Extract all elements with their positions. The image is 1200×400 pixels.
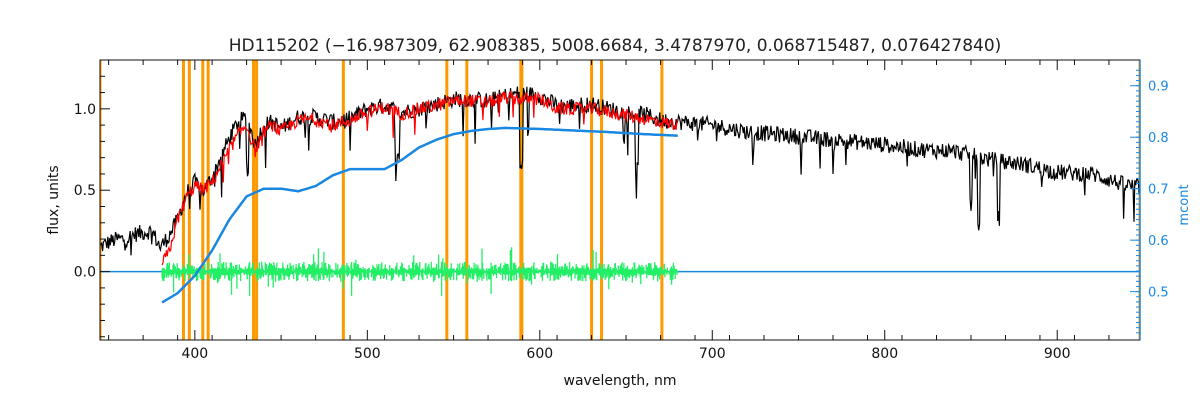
x-axis-label: wavelength, nm [564, 373, 677, 389]
y2-axis-label: mcont [1177, 184, 1192, 225]
residual-scatter [161, 247, 679, 296]
y2-tick-label: 0.7 [1148, 183, 1169, 198]
x-axis: 400 500 600 700 800 900 [108, 60, 1110, 362]
x-tick-label: 600 [526, 346, 553, 362]
x-tick-label: 800 [871, 346, 898, 362]
y2-tick-label: 0.9 [1148, 80, 1169, 95]
series-layer [100, 86, 1140, 304]
y2-tick-label: 0.6 [1148, 234, 1169, 249]
x-tick-label: 900 [1044, 346, 1071, 362]
continuum-line [161, 126, 678, 304]
marked-lines [100, 60, 1140, 340]
chart-title: HD115202 (−16.987309, 62.908385, 5008.66… [229, 36, 1002, 56]
y-axis-label: flux, units [46, 165, 62, 234]
y2-tick-label: 0.8 [1148, 131, 1169, 146]
y-tick-label: 1.0 [74, 102, 96, 118]
y-axis-left: 0.0 0.5 1.0 [74, 75, 110, 338]
y-tick-label: 0.0 [74, 265, 96, 281]
y-axis-right: 0.5 0.6 0.7 0.8 0.9 [1130, 69, 1169, 334]
x-tick-label: 500 [354, 346, 381, 362]
model-spectrum-line [161, 90, 679, 266]
x-tick-label: 700 [699, 346, 726, 362]
y2-tick-label: 0.5 [1148, 286, 1169, 301]
x-tick-label: 400 [181, 346, 208, 362]
y-tick-label: 0.5 [74, 183, 96, 199]
